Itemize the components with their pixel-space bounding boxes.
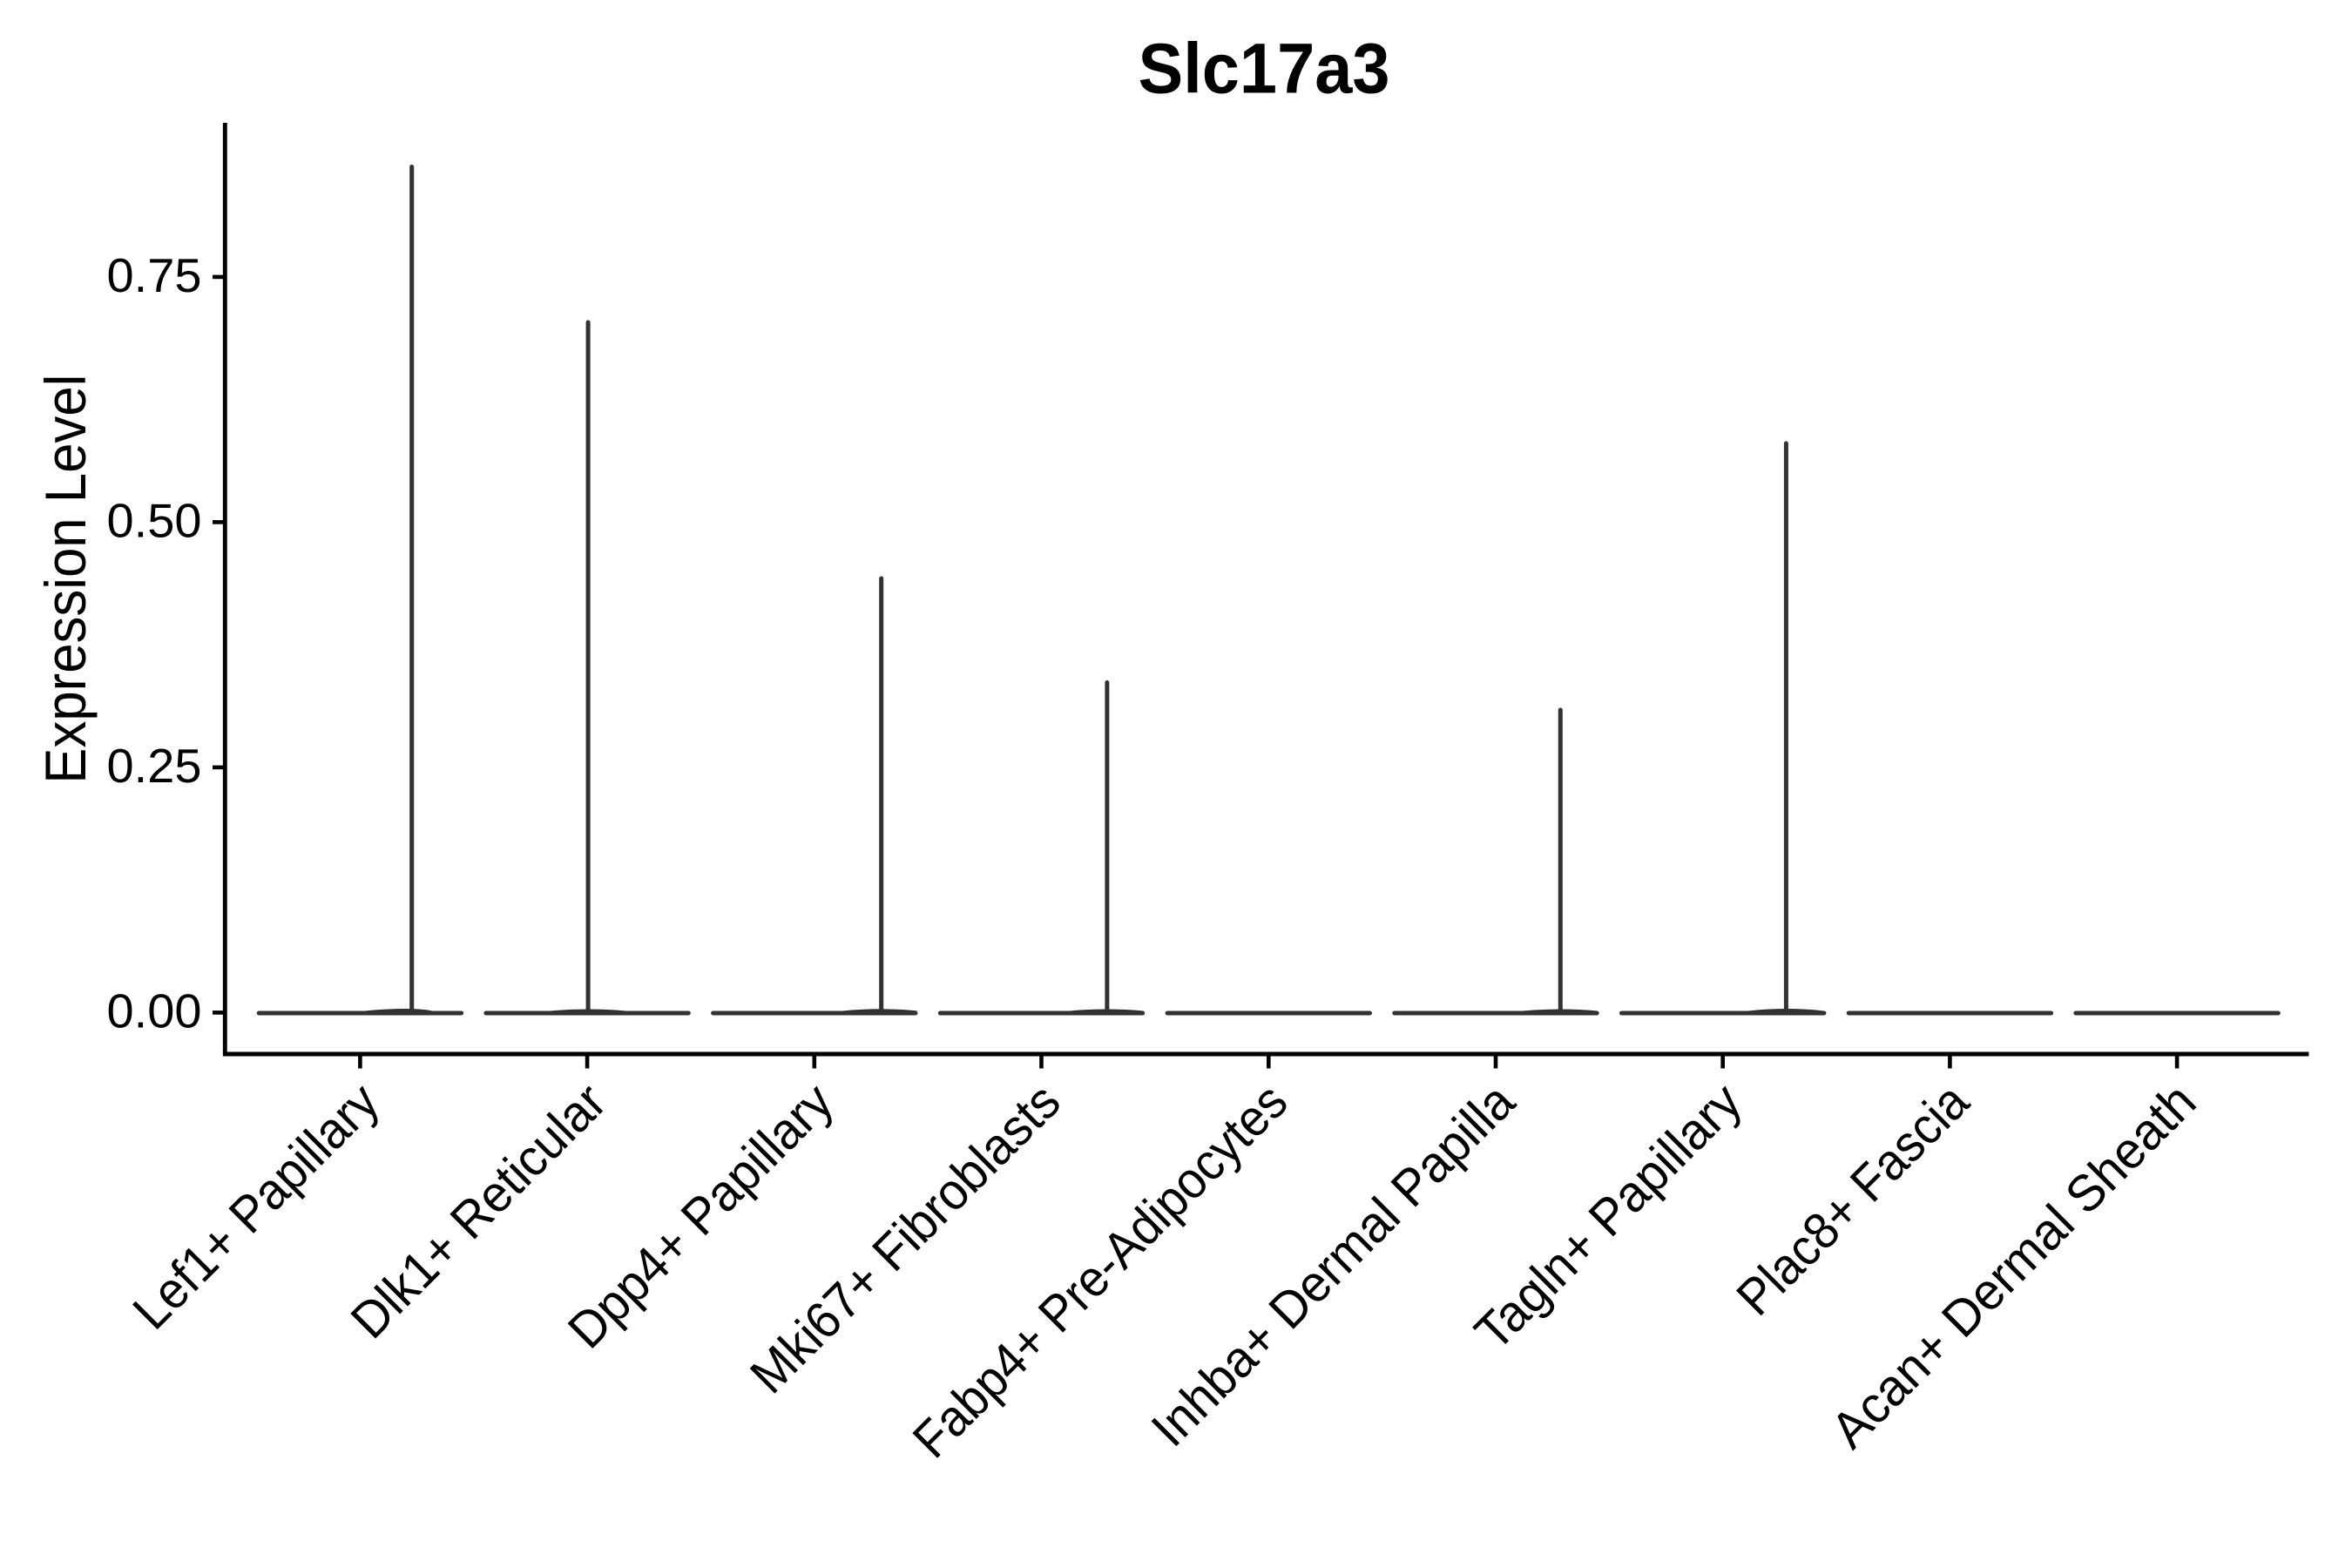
svg-text:0.75: 0.75	[107, 249, 202, 302]
svg-text:0.50: 0.50	[107, 495, 202, 548]
svg-text:Expression Level: Expression Level	[34, 375, 98, 784]
svg-text:Slc17a3: Slc17a3	[1139, 30, 1390, 109]
svg-text:0.25: 0.25	[107, 740, 202, 793]
svg-text:0.00: 0.00	[107, 985, 202, 1038]
